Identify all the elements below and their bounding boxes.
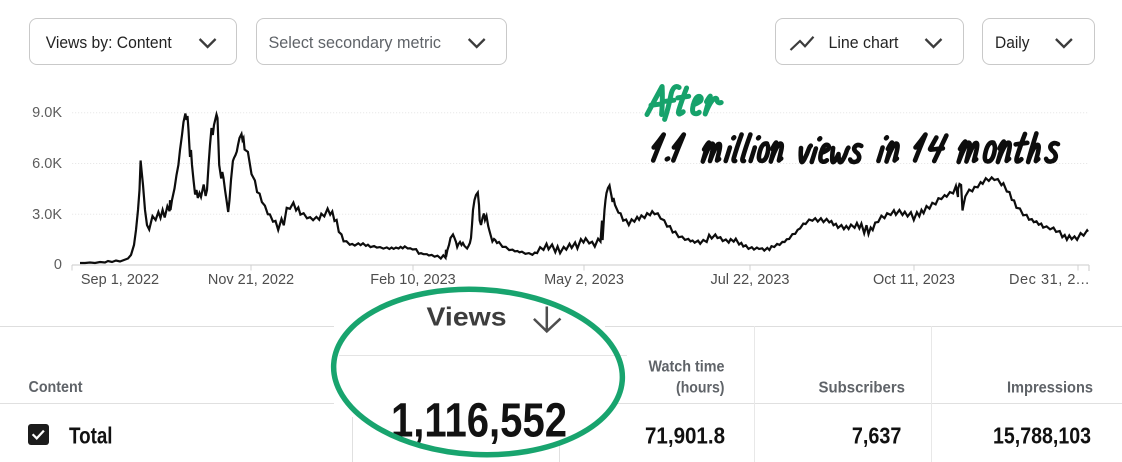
- svg-text:Views: Views: [427, 301, 507, 331]
- svg-text:15,788,103: 15,788,103: [993, 423, 1091, 449]
- svg-text:Select secondary metric: Select secondary metric: [269, 33, 442, 52]
- svg-text:1,116,552: 1,116,552: [391, 395, 567, 448]
- svg-text:(hours): (hours): [676, 379, 725, 396]
- svg-text:Line chart: Line chart: [829, 33, 899, 52]
- svg-text:Views by: Content: Views by: Content: [46, 33, 172, 52]
- svg-text:Watch time: Watch time: [649, 359, 725, 376]
- svg-text:Subscribers: Subscribers: [819, 380, 906, 397]
- svg-text:7,637: 7,637: [852, 423, 902, 449]
- svg-text:Impressions: Impressions: [1007, 380, 1093, 397]
- svg-text:Daily: Daily: [995, 33, 1030, 52]
- svg-text:Content: Content: [29, 379, 83, 396]
- svg-text:Total: Total: [69, 423, 113, 449]
- svg-text:71,901.8: 71,901.8: [645, 423, 725, 449]
